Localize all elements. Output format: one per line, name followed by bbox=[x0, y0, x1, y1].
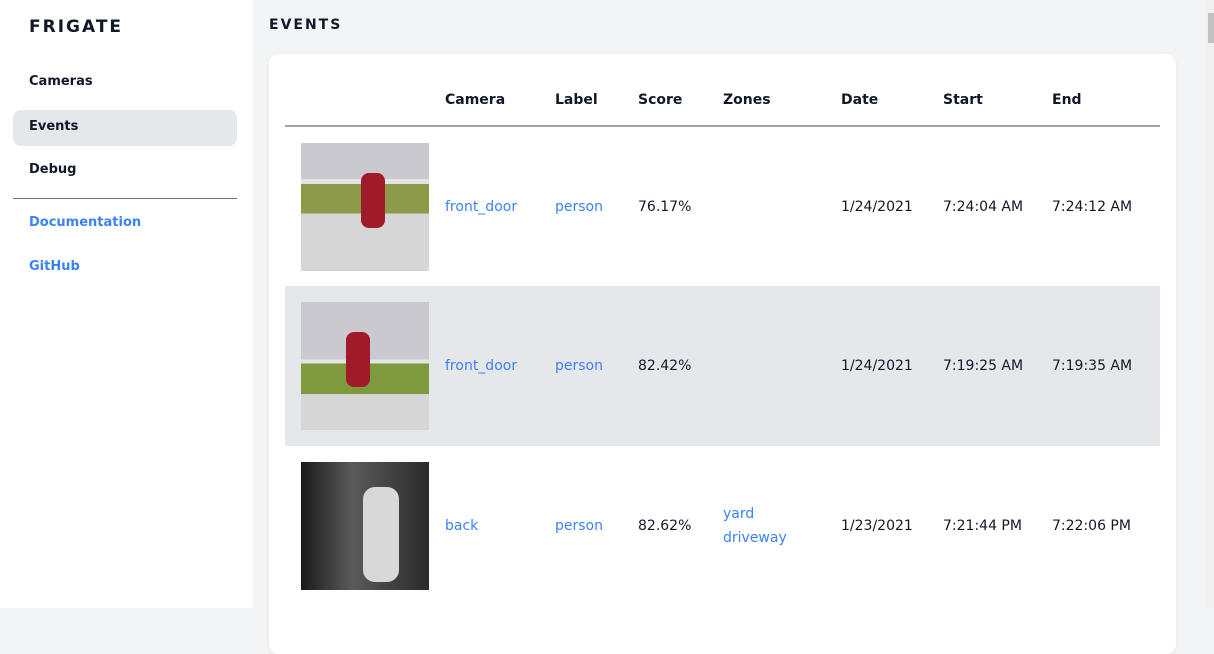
event-thumbnail[interactable] bbox=[301, 142, 429, 271]
sidebar-link-documentation[interactable]: Documentation bbox=[29, 215, 142, 230]
camera-link[interactable]: front_door bbox=[445, 286, 555, 446]
events-table: Camera Label Score Zones Date Start End … bbox=[285, 74, 1160, 606]
camera-link[interactable]: back bbox=[445, 518, 479, 534]
score: 76.17% bbox=[638, 198, 692, 215]
table-header: Camera Label Score Zones Date Start End bbox=[285, 74, 1160, 127]
scrollbar[interactable] bbox=[1206, 0, 1214, 608]
brand-logo: FRIGATE bbox=[29, 17, 124, 37]
table-row[interactable]: back person 82.62% yard driveway 1/23/202… bbox=[285, 446, 1160, 606]
zones bbox=[723, 286, 841, 446]
header-thumbnail bbox=[285, 74, 445, 127]
table-row[interactable]: front_door person 76.17% 1/24/2021 7:24:… bbox=[285, 126, 1160, 286]
label-link[interactable]: person bbox=[555, 286, 638, 446]
label-link[interactable]: person bbox=[555, 518, 603, 534]
events-card: Camera Label Score Zones Date Start End … bbox=[269, 54, 1176, 654]
score: 82.62% bbox=[638, 518, 692, 534]
camera-link[interactable]: front_door bbox=[445, 198, 518, 215]
sidebar: FRIGATE Cameras Events Debug Documentati… bbox=[0, 0, 253, 608]
header-label: Label bbox=[555, 74, 638, 127]
header-start: Start bbox=[943, 74, 1052, 127]
header-score: Score bbox=[638, 74, 723, 127]
sidebar-link-github[interactable]: GitHub bbox=[29, 259, 80, 274]
header-end: End bbox=[1052, 74, 1160, 127]
date: 1/23/2021 bbox=[841, 518, 913, 534]
zone-link[interactable]: yard bbox=[723, 506, 755, 522]
score: 82.42% bbox=[638, 286, 723, 446]
header-zones: Zones bbox=[723, 74, 841, 127]
sidebar-item-debug[interactable]: Debug bbox=[29, 162, 77, 177]
zones bbox=[723, 126, 841, 286]
event-thumbnail[interactable] bbox=[301, 302, 429, 430]
event-thumbnail[interactable] bbox=[301, 462, 429, 590]
page-title: EVENTS bbox=[269, 17, 343, 33]
end-time: 7:22:06 PM bbox=[1052, 518, 1131, 534]
sidebar-item-events[interactable]: Events bbox=[13, 110, 237, 146]
sidebar-divider bbox=[13, 198, 237, 199]
end-time: 7:24:12 AM bbox=[1052, 198, 1133, 215]
scrollbar-thumb[interactable] bbox=[1208, 13, 1214, 43]
zone-link[interactable]: driveway bbox=[723, 530, 787, 546]
header-camera: Camera bbox=[445, 74, 555, 127]
date: 1/24/2021 bbox=[841, 198, 913, 215]
sidebar-item-cameras[interactable]: Cameras bbox=[29, 74, 93, 89]
start-time: 7:21:44 PM bbox=[943, 518, 1022, 534]
table-row[interactable]: front_door person 82.42% 1/24/2021 7:19:… bbox=[285, 286, 1160, 446]
header-date: Date bbox=[841, 74, 943, 127]
end-time: 7:19:35 AM bbox=[1052, 286, 1160, 446]
start-time: 7:24:04 AM bbox=[943, 198, 1024, 215]
date: 1/24/2021 bbox=[841, 286, 943, 446]
label-link[interactable]: person bbox=[555, 198, 603, 215]
start-time: 7:19:25 AM bbox=[943, 286, 1052, 446]
